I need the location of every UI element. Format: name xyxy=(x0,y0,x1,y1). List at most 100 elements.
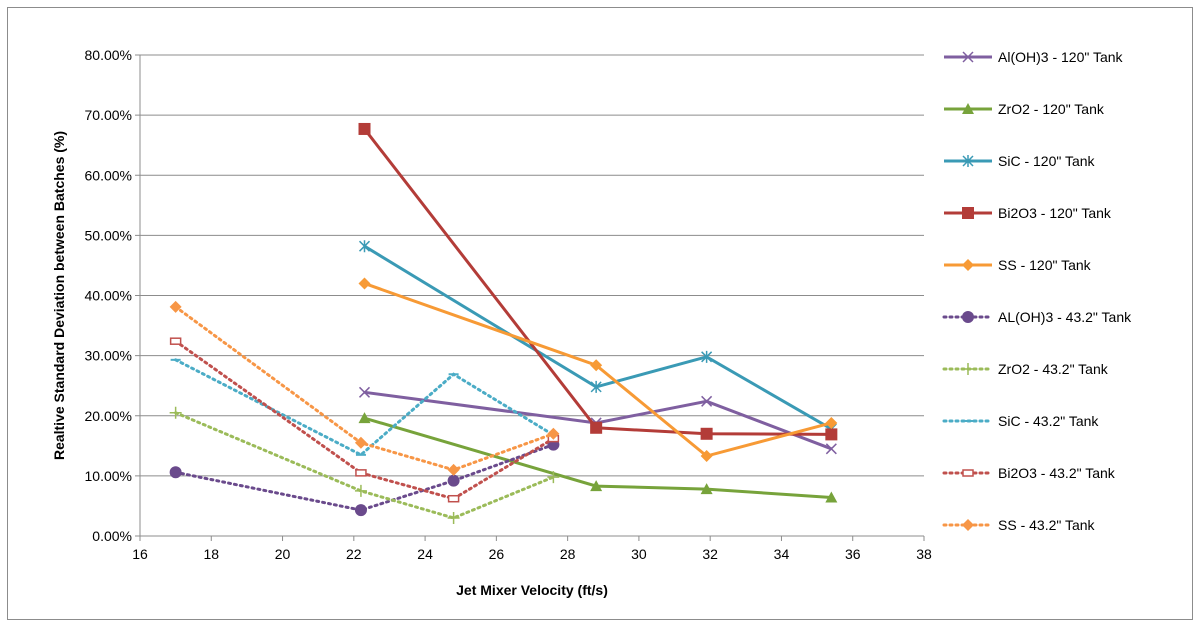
data-point xyxy=(169,406,182,419)
series-line-5 xyxy=(364,282,832,458)
legend-item: ZrO2 - 120" Tank xyxy=(944,101,1105,117)
data-point xyxy=(590,380,602,393)
data-point xyxy=(701,395,713,407)
series-line-3 xyxy=(363,244,833,431)
legend-label: ZrO2 - 43.2" Tank xyxy=(998,361,1109,377)
data-point xyxy=(354,484,367,497)
legend-label: SiC - 120" Tank xyxy=(998,153,1096,169)
data-point xyxy=(447,494,460,503)
series-points-4 xyxy=(358,122,838,441)
series-points-3 xyxy=(358,240,837,435)
series-line-10 xyxy=(174,305,555,472)
legend-marker xyxy=(962,519,974,531)
legend-marker xyxy=(962,259,974,271)
data-point xyxy=(547,427,560,440)
data-point xyxy=(447,463,460,476)
legend-marker xyxy=(962,363,974,375)
legend-label: SS - 120" Tank xyxy=(998,257,1092,273)
legend-label: SiC - 43.2" Tank xyxy=(998,413,1099,429)
y-tick-label: 80.00% xyxy=(85,47,132,63)
series-points-2 xyxy=(358,412,838,503)
x-axis-title: Jet Mixer Velocity (ft/s) xyxy=(456,582,608,598)
legend-item: ZrO2 - 43.2" Tank xyxy=(942,361,1109,377)
legend-item: Al(OH)3 - 120" Tank xyxy=(944,49,1124,65)
series-points-1 xyxy=(358,386,837,455)
data-point xyxy=(825,428,838,441)
legend-item: AL(OH)3 - 43.2" Tank xyxy=(942,309,1132,325)
y-tick-label: 60.00% xyxy=(85,167,132,183)
x-tick-label: 36 xyxy=(845,546,861,562)
x-tick-label: 30 xyxy=(631,546,647,562)
x-tick-label: 18 xyxy=(203,546,219,562)
series-points-6 xyxy=(169,438,560,517)
data-point xyxy=(354,504,367,517)
legend-label: Bi2O3 - 43.2" Tank xyxy=(998,465,1116,481)
legend-marker xyxy=(962,207,974,219)
series-points-7 xyxy=(169,406,560,524)
series-line-2 xyxy=(364,416,832,500)
x-tick-label: 20 xyxy=(275,546,291,562)
legend-label: Bi2O3 - 120" Tank xyxy=(998,205,1112,221)
data-point xyxy=(447,511,460,524)
y-tick-label: 20.00% xyxy=(85,408,132,424)
x-tick-label: 28 xyxy=(560,546,576,562)
y-tick-label: 0.00% xyxy=(92,528,132,544)
data-point xyxy=(590,480,603,492)
y-tick-label: 70.00% xyxy=(85,107,132,123)
data-point xyxy=(700,483,713,495)
legend-label: ZrO2 - 120" Tank xyxy=(998,101,1105,117)
x-tick-label: 38 xyxy=(916,546,932,562)
legend-marker xyxy=(962,155,974,167)
legend-item: Bi2O3 - 43.2" Tank xyxy=(942,465,1116,481)
legend-marker xyxy=(962,103,974,114)
x-tick-label: 22 xyxy=(346,546,362,562)
series-line-7 xyxy=(174,411,555,520)
x-tick-label: 32 xyxy=(702,546,718,562)
y-tick-label: 50.00% xyxy=(85,227,132,243)
data-point xyxy=(700,450,713,463)
series-line-6 xyxy=(174,443,555,512)
data-point xyxy=(447,474,460,487)
y-tick-label: 40.00% xyxy=(85,288,132,304)
legend-marker xyxy=(962,51,974,63)
data-point xyxy=(358,277,371,290)
data-point xyxy=(825,491,838,503)
data-point xyxy=(590,421,603,434)
y-tick-label: 10.00% xyxy=(85,468,132,484)
chart-frame xyxy=(7,7,1193,620)
legend-marker xyxy=(962,311,974,323)
y-tick-label: 30.00% xyxy=(85,348,132,364)
x-tick-label: 24 xyxy=(417,546,433,562)
legend-item: SS - 43.2" Tank xyxy=(942,517,1096,533)
data-point xyxy=(358,412,371,424)
legend-item: SS - 120" Tank xyxy=(944,257,1092,273)
legend-item: Bi2O3 - 120" Tank xyxy=(944,205,1112,221)
data-point xyxy=(825,416,838,429)
data-point xyxy=(700,427,713,440)
legend-label: AL(OH)3 - 43.2" Tank xyxy=(998,309,1132,325)
series-points-5 xyxy=(358,277,838,463)
data-point xyxy=(355,469,367,477)
data-point xyxy=(169,337,182,345)
legend-marker xyxy=(962,469,974,477)
data-point xyxy=(358,386,371,398)
data-point xyxy=(169,466,182,479)
data-point xyxy=(590,359,603,372)
legend-label: Al(OH)3 - 120" Tank xyxy=(998,49,1124,65)
series-line-9 xyxy=(174,339,555,501)
data-point xyxy=(358,122,371,135)
series-line-4 xyxy=(363,128,832,436)
legend-label: SS - 43.2" Tank xyxy=(998,517,1096,533)
data-point xyxy=(547,471,560,484)
legend-item: SiC - 43.2" Tank xyxy=(942,413,1099,429)
data-point xyxy=(701,350,713,363)
data-point xyxy=(825,443,837,455)
y-axis-title: Realtive Standard Deviation between Batc… xyxy=(51,131,67,460)
series-points-10 xyxy=(169,300,560,476)
x-tick-label: 34 xyxy=(774,546,790,562)
legend-item: SiC - 120" Tank xyxy=(944,153,1096,169)
legend: Al(OH)3 - 120" Tank ZrO2 - 120" Tank SiC -… xyxy=(942,49,1132,533)
x-tick-label: 16 xyxy=(132,546,148,562)
x-tick-label: 26 xyxy=(489,546,505,562)
